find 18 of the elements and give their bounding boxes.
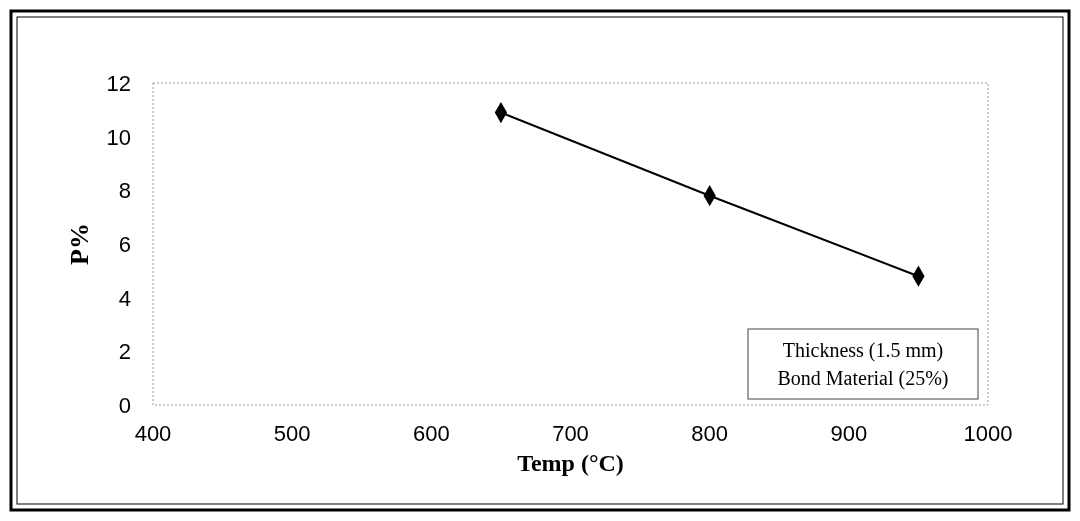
y-axis-title: P% bbox=[65, 223, 94, 265]
y-tick-label: 4 bbox=[118, 285, 131, 311]
y-tick-label: 8 bbox=[118, 178, 131, 204]
y-tick-label: 10 bbox=[106, 124, 131, 150]
x-tick-label: 500 bbox=[273, 421, 311, 446]
annotation: Thickness (1.5 mm) bbox=[782, 339, 944, 362]
x-tick-label: 600 bbox=[412, 421, 450, 446]
annotation: Bond Material (25%) bbox=[777, 367, 949, 390]
y-tick-label: 6 bbox=[118, 232, 131, 257]
x-tick-label: 700 bbox=[552, 421, 589, 446]
x-tick-label: 800 bbox=[691, 421, 729, 446]
y-tick-label: 0 bbox=[118, 393, 131, 418]
y-tick-label: 2 bbox=[118, 339, 131, 365]
x-tick-label: 900 bbox=[830, 421, 868, 446]
x-tick-label: 400 bbox=[134, 421, 172, 446]
y-tick-label: 12 bbox=[106, 71, 131, 96]
x-tick-label: 1000 bbox=[963, 421, 1013, 446]
x-axis-title: Temp (°C) bbox=[517, 450, 624, 476]
